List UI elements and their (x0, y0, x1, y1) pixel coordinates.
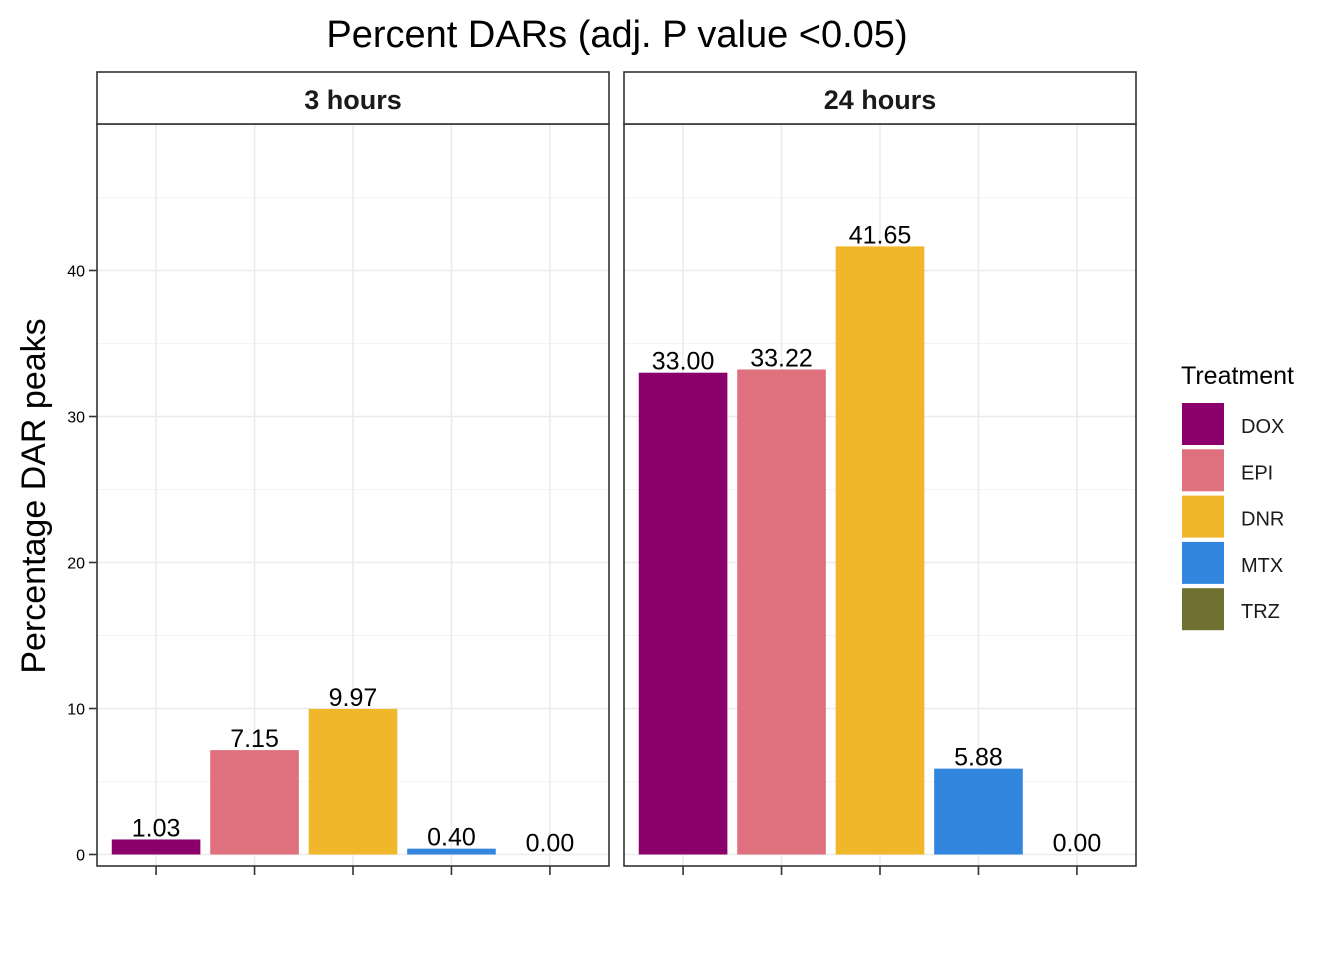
y-tick-label: 30 (67, 410, 85, 427)
facet-strip-label: 3 hours (304, 85, 402, 115)
bar-epi (210, 750, 299, 855)
legend: Treatment DOX EPI DNR MTX TRZ (1181, 362, 1294, 631)
legend-label-epi: EPI (1241, 462, 1273, 484)
legend-label-trz: TRZ (1241, 601, 1280, 623)
facet-strip (96, 71, 610, 125)
y-axis: 0 10 20 30 40 (67, 264, 97, 865)
data-label-dox: 1.03 (132, 814, 181, 842)
facet-panel-0: 1.03 7.15 9.97 0.40 0.00 3 hours (96, 71, 610, 875)
legend-label-mtx: MTX (1241, 555, 1283, 577)
legend-title: Treatment (1181, 362, 1294, 390)
data-label-mtx: 5.88 (954, 744, 1003, 772)
legend-label-dnr: DNR (1241, 509, 1284, 531)
data-label-dox: 33.00 (652, 348, 715, 376)
bar-dox (111, 839, 201, 855)
bar-epi (737, 369, 826, 855)
data-label-trz: 0.00 (1053, 830, 1102, 858)
legend-key-epi (1182, 449, 1224, 492)
y-tick-label: 20 (67, 556, 85, 573)
bar-mtx (934, 768, 1023, 855)
data-label-mtx: 0.40 (427, 824, 476, 852)
legend-key-mtx (1182, 541, 1224, 584)
bar-dnr (835, 246, 925, 855)
facet-panel-1: 33.00 33.22 41.65 5.88 0.00 24 hours (623, 71, 1137, 875)
bar-dnr (308, 708, 398, 855)
legend-label-dox: DOX (1241, 416, 1284, 438)
y-axis-title: Percentage DAR peaks (15, 318, 53, 673)
facet-strip (623, 71, 1137, 125)
data-label-dnr: 9.97 (329, 684, 378, 712)
y-tick-label: 10 (67, 702, 85, 719)
data-label-dnr: 41.65 (849, 221, 912, 249)
bar-dox (638, 372, 728, 855)
legend-items: DOX EPI DNR MTX TRZ (1182, 403, 1284, 631)
y-tick-label: 40 (67, 264, 85, 281)
legend-key-dnr (1182, 495, 1224, 538)
legend-key-trz (1182, 588, 1224, 631)
facet-strip-label: 24 hours (824, 85, 937, 115)
y-tick-label: 0 (76, 848, 85, 865)
data-label-epi: 33.22 (750, 344, 813, 372)
legend-key-dox (1182, 403, 1224, 445)
data-label-epi: 7.15 (230, 725, 279, 753)
chart-title: Percent DARs (adj. P value <0.05) (326, 14, 907, 56)
data-label-trz: 0.00 (526, 830, 575, 858)
bar-mtx (407, 848, 496, 855)
facet-panels: 1.03 7.15 9.97 0.40 0.00 3 hours 33.00 33.22 41.… (96, 71, 1137, 875)
